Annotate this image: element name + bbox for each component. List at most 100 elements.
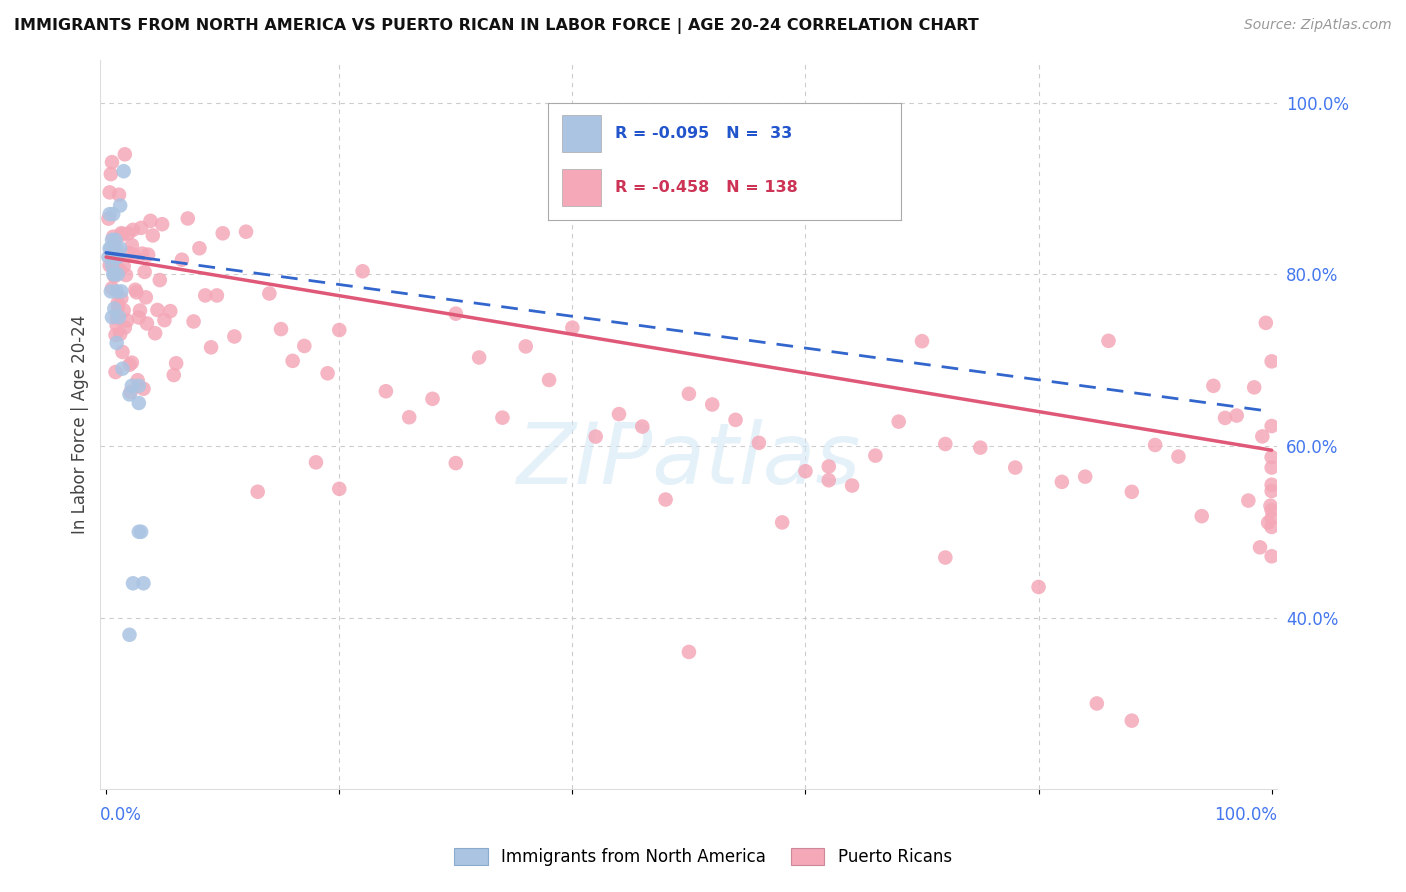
Point <box>103 267 125 281</box>
Point <box>865 449 887 463</box>
Point <box>1251 429 1274 443</box>
Point <box>259 286 281 301</box>
Point <box>1260 460 1282 475</box>
Point <box>1028 580 1050 594</box>
Point <box>118 358 141 372</box>
Point <box>104 261 127 276</box>
Point <box>136 317 159 331</box>
Point <box>122 576 145 591</box>
Text: IMMIGRANTS FROM NORTH AMERICA VS PUERTO RICAN IN LABOR FORCE | AGE 20-24 CORRELA: IMMIGRANTS FROM NORTH AMERICA VS PUERTO … <box>14 18 979 34</box>
Point <box>398 410 420 425</box>
Point <box>607 407 630 421</box>
Point <box>128 379 150 393</box>
Point <box>678 645 700 659</box>
Point <box>121 356 143 370</box>
Point <box>135 290 157 304</box>
Point <box>108 187 131 202</box>
Point <box>1260 511 1282 525</box>
Point <box>128 524 150 539</box>
Point <box>585 429 607 443</box>
Point <box>1085 697 1108 711</box>
Point <box>108 198 131 212</box>
Point <box>817 459 839 474</box>
Point <box>702 397 724 411</box>
Point <box>98 242 121 256</box>
Point <box>131 246 153 260</box>
Point <box>1121 484 1143 499</box>
Point <box>132 576 155 591</box>
Point <box>114 147 136 161</box>
Point <box>143 326 166 341</box>
Point <box>1260 520 1282 534</box>
Point <box>112 164 135 178</box>
Point <box>1260 499 1282 513</box>
Point <box>98 207 121 221</box>
Point <box>316 366 339 380</box>
Point <box>292 339 315 353</box>
Point <box>515 339 537 353</box>
Point <box>328 323 350 337</box>
Point <box>118 387 141 401</box>
Point <box>101 207 124 221</box>
Point <box>127 373 149 387</box>
Y-axis label: In Labor Force | Age 20-24: In Labor Force | Age 20-24 <box>72 315 89 534</box>
Point <box>1213 411 1236 425</box>
Point <box>124 283 146 297</box>
Point <box>103 269 125 284</box>
Point <box>468 351 491 365</box>
Point <box>125 285 148 300</box>
Point <box>117 227 139 241</box>
Point <box>101 229 124 244</box>
Point <box>1260 450 1282 464</box>
Legend: Immigrants from North America, Puerto Ricans: Immigrants from North America, Puerto Ri… <box>446 840 960 875</box>
Point <box>281 354 304 368</box>
Point <box>1237 493 1260 508</box>
Point <box>188 241 211 255</box>
Point <box>1243 380 1265 394</box>
Point <box>1260 549 1282 564</box>
Point <box>105 285 128 299</box>
Point <box>969 441 991 455</box>
Point <box>163 368 186 382</box>
Point <box>107 301 129 315</box>
Point <box>108 327 131 342</box>
Point <box>305 455 328 469</box>
Point <box>1260 483 1282 498</box>
Point <box>1260 477 1282 491</box>
Point <box>97 250 120 264</box>
Point <box>129 303 152 318</box>
Point <box>911 334 934 348</box>
Point <box>246 484 269 499</box>
Point <box>678 386 700 401</box>
Point <box>115 268 138 282</box>
Point <box>887 415 910 429</box>
Point <box>724 413 747 427</box>
Point <box>108 242 131 256</box>
Point <box>149 273 172 287</box>
Point <box>270 322 292 336</box>
Point <box>105 335 128 350</box>
Point <box>118 628 141 642</box>
Point <box>121 238 143 252</box>
Text: Source: ZipAtlas.com: Source: ZipAtlas.com <box>1244 18 1392 32</box>
Point <box>103 301 125 316</box>
Point <box>748 435 770 450</box>
Point <box>224 329 246 343</box>
Point <box>211 227 233 241</box>
Point <box>631 419 654 434</box>
Point <box>139 214 162 228</box>
Point <box>328 482 350 496</box>
Point <box>115 313 138 327</box>
Point <box>1254 316 1277 330</box>
Point <box>934 437 956 451</box>
Point <box>165 356 187 370</box>
Point <box>1074 469 1097 483</box>
Point <box>654 492 676 507</box>
Point <box>122 223 145 237</box>
Point <box>101 233 124 247</box>
Point <box>100 247 122 261</box>
Point <box>205 288 228 302</box>
Point <box>1260 419 1282 434</box>
Point <box>101 281 124 295</box>
Point <box>107 250 129 264</box>
